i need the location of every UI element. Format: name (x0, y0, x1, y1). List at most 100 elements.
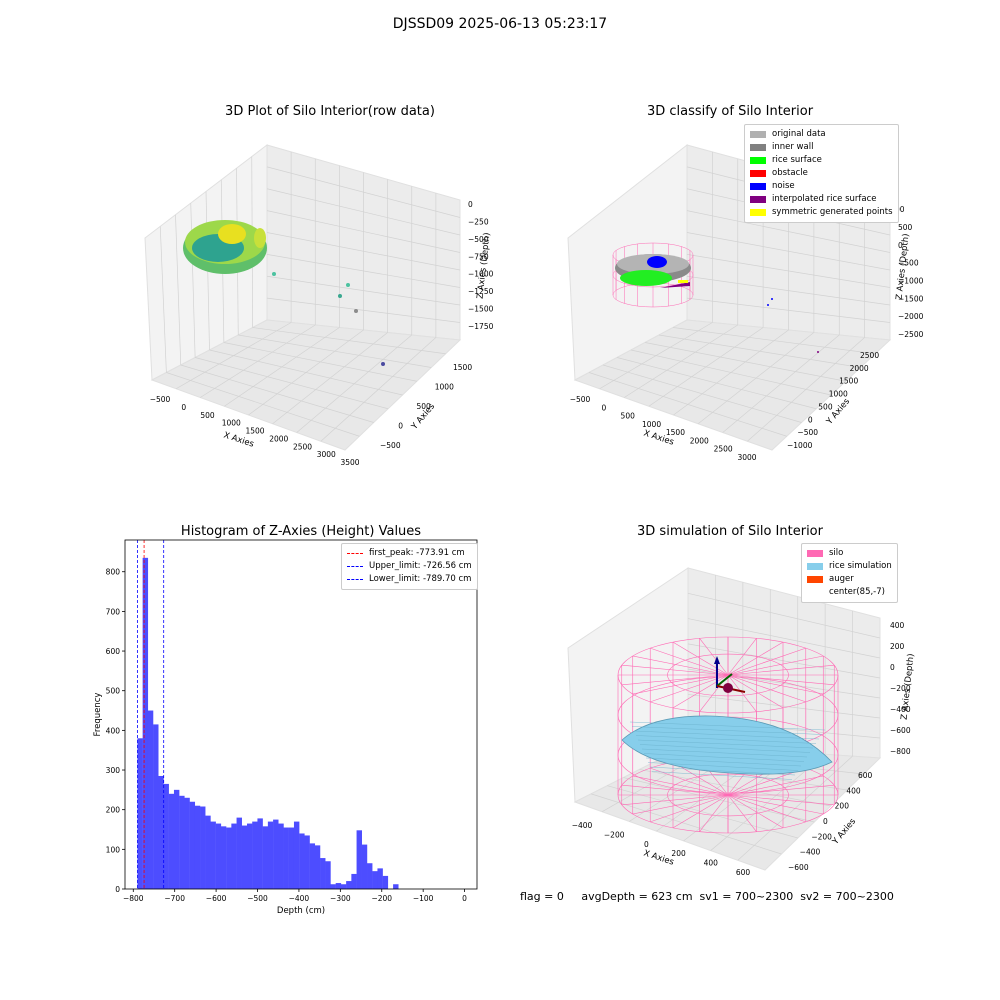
point-cloud-surface (218, 224, 246, 244)
legend-swatch (750, 157, 766, 164)
histogram-bar (220, 826, 227, 889)
interpolated-surface (660, 282, 690, 288)
histogram-bar (184, 797, 190, 889)
legend-swatch (750, 170, 766, 177)
legend-label: center(85,-7) (829, 587, 885, 597)
y-axis-label: Y Axies (830, 816, 858, 847)
grid-line (223, 342, 417, 382)
histogram-bar (288, 827, 295, 889)
histogram-bar (189, 801, 196, 889)
z-tick-label: −1750 (468, 322, 494, 331)
histogram-chart: −800 −700 −600 −500 −400 −300 −200 −100 0 0 100 200… (93, 539, 478, 916)
z-tick-label: 200 (890, 642, 905, 651)
x-tick-label: −400 (572, 821, 593, 830)
classify-plot-title: 3D classify of Silo Interior (646, 104, 814, 119)
legend-label: symmetric generated points (772, 207, 893, 217)
legend-entry: center(85,-7) (807, 586, 892, 599)
simulation-plot-title: 3D simulation of Silo Interior (637, 524, 823, 539)
legend-entry: noise (750, 180, 893, 193)
wire-spoke (621, 794, 729, 806)
y-tick-label: 1500 (839, 377, 858, 386)
wire-spoke (727, 794, 806, 823)
y-tick-label: −200 (811, 832, 832, 841)
z-tick-label: −1000 (468, 270, 494, 279)
wire-spoke (621, 674, 729, 686)
wire-spoke (650, 794, 729, 823)
grid-lines (159, 151, 461, 442)
mesh-line (637, 739, 814, 749)
x-tick-label: 600 (736, 868, 751, 877)
y-tick-label: −500 (797, 428, 818, 437)
outlier-point (817, 351, 819, 353)
y-tick-label: 100 (106, 845, 121, 854)
legend-entry: first_peak: -773.91 cm (347, 547, 472, 560)
mesh-line (643, 753, 805, 762)
x-tick-label: 0 (601, 403, 606, 412)
histogram-bar (346, 881, 352, 889)
legend-swatch (750, 131, 766, 138)
legend-entry: interpolated rice surface (750, 193, 893, 206)
x-tick-label: 1000 (222, 419, 241, 428)
x-tick-label: 3000 (317, 450, 336, 459)
histogram-bar (299, 833, 305, 889)
wire-spoke (650, 647, 729, 676)
z-tick-label: 0 (898, 241, 903, 250)
wire-spoke (632, 655, 729, 676)
y-tick-label: −500 (380, 441, 401, 450)
legend-swatch (807, 550, 823, 557)
mesh-line (649, 766, 796, 776)
figure-title: DJSSD09 2025-06-13 05:23:17 (392, 16, 608, 32)
legend-swatch (750, 144, 766, 151)
mesh-line (651, 771, 793, 780)
z-tick-label: −750 (468, 252, 489, 261)
mesh-line (645, 757, 802, 767)
mesh-line (641, 748, 808, 758)
outlier-point (346, 283, 350, 287)
z-tick-label: 0 (468, 200, 473, 209)
z-tick-label: −1500 (898, 294, 924, 303)
x-tick-label: 2000 (269, 434, 288, 443)
grid-line (686, 232, 891, 271)
histogram-bar (304, 835, 310, 889)
symmetric-points (678, 280, 688, 283)
legend-swatch (750, 183, 766, 190)
grid-line (722, 334, 840, 433)
grid-line (686, 275, 891, 306)
grid-line (248, 329, 364, 416)
histogram-bar (356, 830, 362, 889)
histogram-bar (179, 795, 185, 889)
histogram-bar (283, 827, 289, 889)
wire-spoke (727, 784, 835, 796)
grid-line (687, 668, 881, 699)
mesh-line (647, 762, 799, 771)
histogram-legend: first_peak: -773.91 cm Upper_limit: -726.… (341, 543, 478, 590)
grid-line (687, 618, 881, 659)
y-tick-label: 500 (106, 687, 121, 696)
legend-label: rice surface (772, 155, 822, 165)
histogram-bar (372, 871, 378, 889)
wire-spoke (650, 767, 729, 796)
grid-line (607, 785, 798, 839)
wire-spoke (621, 784, 729, 796)
wire-spoke (672, 641, 729, 676)
x-tick-label: −500 (247, 894, 268, 903)
noise-point (767, 304, 769, 306)
grid-line (190, 203, 196, 358)
y-tick-label: 0 (115, 885, 120, 894)
grid-line (159, 226, 167, 373)
y-tick-label: 500 (818, 402, 833, 411)
x-tick-label: 3000 (737, 453, 756, 462)
histogram-bar (231, 823, 237, 889)
legend-swatch (347, 566, 363, 567)
z-tick-label: 00 (895, 205, 905, 214)
histogram-bar (153, 724, 159, 889)
y-tick-label: −1000 (787, 441, 813, 450)
x-tick-label: 200 (671, 849, 686, 858)
legend-label: rice simulation (829, 561, 892, 571)
histogram-bar (330, 884, 336, 889)
wire-spoke (727, 775, 824, 796)
histogram-bar (210, 821, 216, 889)
y-tick-label: 200 (835, 802, 850, 811)
